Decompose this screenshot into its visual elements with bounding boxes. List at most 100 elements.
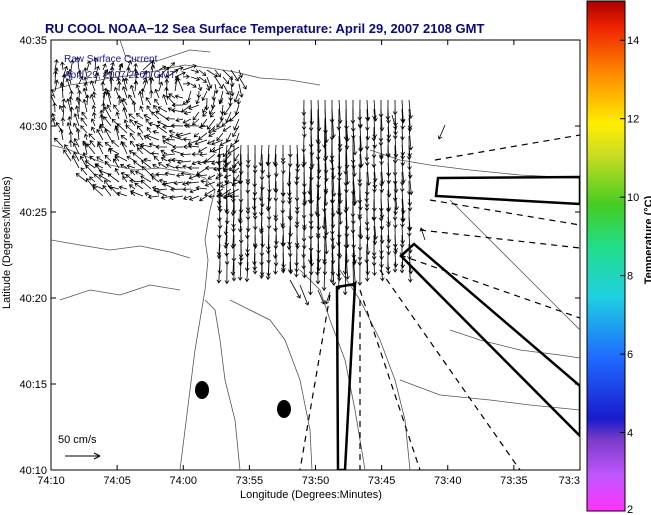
current-arrow [83, 82, 88, 92]
current-arrow [229, 139, 240, 147]
current-arrow [68, 96, 73, 106]
current-arrow [162, 93, 168, 106]
current-arrow [102, 185, 112, 197]
current-arrow [78, 75, 84, 85]
current-arrow [218, 97, 224, 105]
current-arrow [238, 252, 243, 266]
current-arrow [198, 76, 208, 83]
current-arrow [260, 189, 265, 208]
current-arrow [324, 291, 331, 305]
current-arrow [230, 171, 236, 187]
current-arrow [230, 198, 236, 217]
current-arrow [93, 173, 104, 183]
current-arrow [238, 76, 247, 90]
current-arrow [238, 83, 244, 98]
current-arrow [148, 76, 153, 92]
marker-dot [195, 381, 209, 399]
current-arrow [214, 76, 223, 90]
current-arrow [365, 225, 371, 241]
current-arrow [155, 144, 168, 150]
current-arrow [232, 125, 240, 138]
current-arrow [139, 105, 144, 113]
current-arrow [216, 153, 222, 172]
current-arrow [128, 113, 136, 120]
current-arrow [153, 155, 160, 162]
y-tick-label: 40:25 [19, 207, 47, 219]
current-arrow [141, 160, 152, 169]
current-arrow [86, 143, 96, 155]
current-arrow [125, 125, 136, 134]
current-arrow [273, 261, 278, 275]
current-arrow [187, 165, 200, 171]
current-arrow [145, 134, 160, 141]
current-arrow [92, 91, 97, 99]
current-arrow [294, 261, 299, 278]
current-arrow [74, 105, 80, 120]
current-arrow [196, 90, 202, 99]
current-arrow [98, 174, 112, 183]
current-arrow [83, 76, 88, 85]
current-arrow [176, 132, 192, 139]
current-arrow [92, 111, 97, 120]
current-arrow [150, 64, 156, 78]
current-arrow [152, 129, 160, 135]
current-arrow [157, 106, 168, 113]
current-arrow [154, 98, 160, 106]
current-arrow [84, 160, 96, 169]
current-arrow [69, 106, 74, 120]
current-arrow [239, 243, 244, 262]
current-arrow [198, 124, 208, 130]
current-arrow [130, 170, 136, 176]
current-arrow [153, 104, 160, 113]
current-arrow [152, 187, 168, 193]
y-tick-label: 40:20 [19, 293, 47, 305]
current-arrow [351, 261, 356, 288]
current-arrow [185, 180, 200, 186]
current-arrow [55, 122, 64, 134]
current-arrow [437, 124, 446, 140]
current-arrow [75, 128, 81, 141]
current-arrow [122, 175, 128, 183]
current-arrow [142, 70, 148, 78]
current-arrow [419, 227, 426, 241]
current-arrow [182, 118, 192, 124]
current-arrow [171, 108, 184, 113]
current-arrow [51, 117, 56, 127]
current-arrow [164, 86, 169, 99]
current-arrow [165, 116, 176, 122]
current-arrow [104, 160, 112, 169]
current-arrow [287, 261, 293, 274]
x-axis-label: Longitude (Degrees:Minutes) [240, 489, 382, 501]
current-arrow [96, 128, 104, 141]
current-arrow [157, 73, 162, 85]
current-arrow [69, 59, 75, 71]
current-arrow [195, 173, 208, 178]
current-arrow [407, 162, 413, 179]
current-arrow [251, 189, 257, 211]
current-arrow [89, 93, 96, 106]
current-arrow [323, 126, 329, 160]
current-arrow [216, 243, 222, 260]
current-arrow [155, 110, 168, 120]
current-arrow [129, 118, 136, 127]
current-arrow [400, 153, 406, 167]
current-arrow [134, 182, 144, 190]
current-arrow [73, 113, 80, 127]
current-arrow [80, 167, 88, 176]
current-arrow [309, 99, 315, 126]
current-arrow [83, 133, 89, 141]
current-arrow [176, 77, 184, 92]
current-arrow [245, 216, 251, 233]
current-arrow [400, 126, 405, 141]
current-arrow [68, 139, 74, 148]
current-arrow [400, 252, 406, 269]
y-tick-label: 40:10 [19, 465, 47, 477]
current-arrow [134, 170, 144, 176]
current-arrow [386, 261, 391, 275]
current-arrow [129, 140, 136, 148]
current-arrow [75, 173, 88, 183]
current-arrow [379, 261, 385, 282]
current-arrow [132, 152, 144, 162]
current-arrow [53, 137, 64, 148]
current-arrow [379, 243, 384, 260]
